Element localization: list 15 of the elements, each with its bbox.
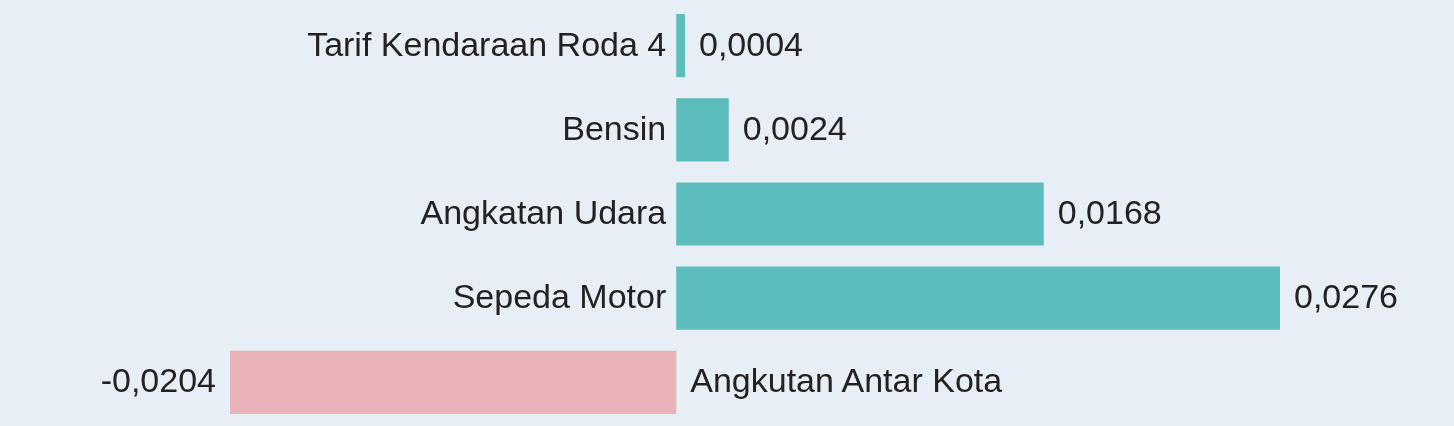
- bar: [676, 266, 1280, 330]
- y-tick-label: Angkatan Udara: [420, 193, 667, 231]
- bar: [676, 182, 1044, 246]
- data-label: 0,0276: [1294, 277, 1398, 316]
- y-tick-label: Angkutan Antar Kota: [690, 361, 1003, 400]
- data-label: 0,0004: [699, 24, 803, 63]
- data-label: 0,0168: [1057, 193, 1162, 231]
- y-tick-label: Bensin: [562, 108, 667, 147]
- y-tick-label: Sepeda Motor: [452, 277, 667, 316]
- bar: [676, 98, 729, 162]
- bar: [230, 350, 677, 414]
- bar: [676, 14, 685, 78]
- data-label: -0,0204: [100, 361, 216, 400]
- data-label: 0,0024: [742, 108, 847, 147]
- y-tick-label: Tarif Kendaraan Roda 4: [307, 24, 667, 63]
